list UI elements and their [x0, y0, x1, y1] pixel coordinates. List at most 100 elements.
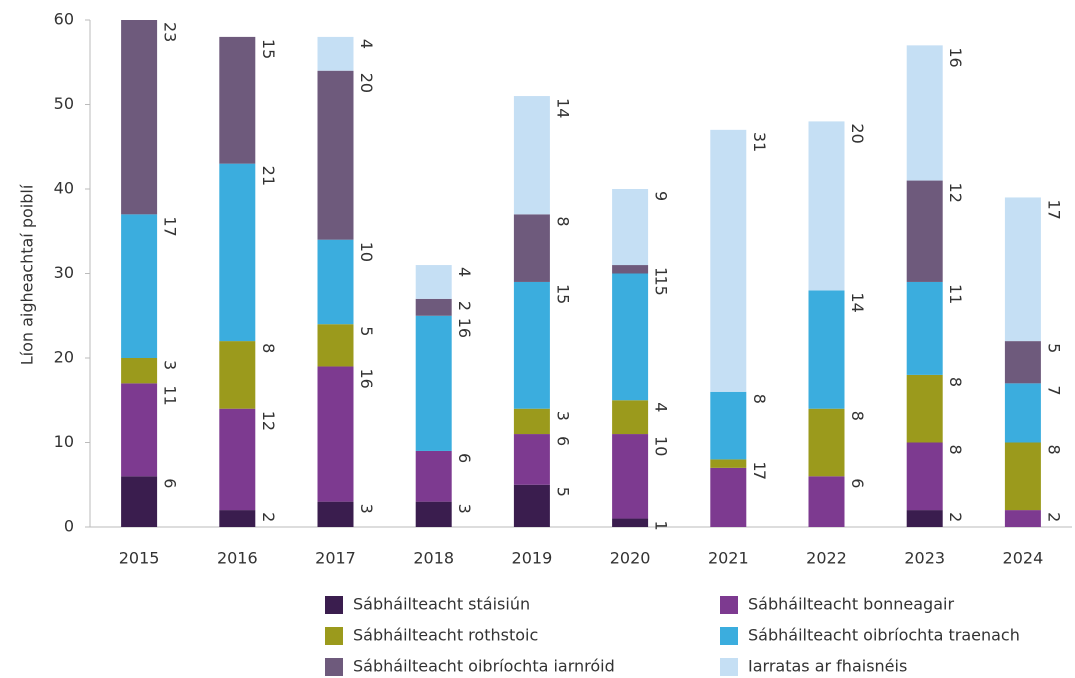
- bar-segment: [317, 70, 354, 240]
- data-label: 11: [946, 284, 965, 304]
- bar-segment: [415, 265, 452, 299]
- data-label: 9: [652, 191, 671, 201]
- bar-segment: [513, 214, 550, 282]
- bar-segment: [808, 290, 845, 409]
- data-label: 6: [553, 436, 572, 446]
- bar-segment: [513, 281, 550, 409]
- bar-segment: [219, 163, 256, 342]
- data-label: 8: [946, 377, 965, 387]
- data-label: 7: [750, 470, 769, 480]
- x-tick-label: 2018: [413, 549, 454, 568]
- data-label: 7: [1044, 385, 1063, 395]
- data-label: 2: [946, 512, 965, 522]
- data-label: 8: [553, 216, 572, 226]
- x-tick-label: 2021: [708, 549, 749, 568]
- bar-segment: [1004, 442, 1041, 511]
- data-label: 12: [946, 183, 965, 203]
- data-label: 4: [455, 267, 474, 277]
- data-label: 21: [259, 166, 278, 186]
- data-label: 8: [1044, 445, 1063, 455]
- bar-segment: [1004, 197, 1041, 342]
- legend-label: Sábháilteacht bonneagair: [748, 595, 954, 614]
- data-label: 23: [161, 22, 180, 42]
- x-tick-label: 2017: [315, 549, 356, 568]
- data-label: 20: [357, 73, 376, 93]
- data-label: 14: [553, 98, 572, 118]
- data-label: 8: [750, 394, 769, 404]
- y-tick-label: 40: [54, 179, 74, 198]
- data-label: 2: [455, 301, 474, 311]
- bar-segment: [513, 434, 550, 485]
- bar-segment: [906, 510, 943, 527]
- bar-segment: [710, 467, 747, 527]
- bar-segment: [906, 442, 943, 511]
- y-tick-label: 30: [54, 263, 74, 282]
- data-label: 2: [1044, 512, 1063, 522]
- bar-segment: [906, 45, 943, 181]
- bar-segment: [1004, 510, 1041, 527]
- bar-segment: [808, 121, 845, 291]
- bar-segment: [513, 96, 550, 215]
- x-tick-label: 2015: [119, 549, 160, 568]
- data-label: 16: [946, 47, 965, 67]
- data-label: 14: [848, 292, 867, 312]
- x-tick-label: 2020: [610, 549, 651, 568]
- bar-segment: [710, 459, 747, 468]
- data-label: 5: [357, 326, 376, 336]
- x-tick-label: 2022: [806, 549, 847, 568]
- x-tick-label: 2016: [217, 549, 258, 568]
- data-label: 15: [553, 284, 572, 304]
- data-label: 17: [1044, 199, 1063, 219]
- data-label: 2: [259, 512, 278, 522]
- data-label: 6: [161, 478, 180, 488]
- bar-segment: [219, 341, 256, 409]
- bar-segment: [710, 391, 747, 460]
- legend-label: Sábháilteacht oibríochta traenach: [748, 626, 1020, 645]
- bar-segment: [513, 484, 550, 527]
- data-label: 4: [357, 39, 376, 49]
- bar-segment: [612, 400, 649, 435]
- data-label: 15: [259, 39, 278, 59]
- bar-segment: [317, 324, 354, 367]
- data-label: 16: [357, 368, 376, 388]
- bar-segment: [121, 20, 158, 215]
- x-tick-label: 2023: [904, 549, 945, 568]
- data-label: 6: [455, 453, 474, 463]
- bar-segment: [710, 129, 747, 392]
- bar-segment: [906, 180, 943, 282]
- bar-segment: [219, 408, 256, 511]
- bar-segment: [906, 281, 943, 375]
- data-label: 1: [652, 521, 671, 531]
- data-label: 3: [553, 411, 572, 421]
- data-label: 16: [455, 318, 474, 338]
- legend-label: Sábháilteacht oibríochta iarnróid: [353, 657, 615, 676]
- bar-segment: [1004, 383, 1041, 443]
- bar-segment: [317, 239, 354, 325]
- legend-label: Sábháilteacht rothstoic: [353, 626, 538, 645]
- bar-segment: [612, 434, 649, 519]
- bar-segment: [415, 501, 452, 527]
- bar-segment: [906, 374, 943, 443]
- y-tick-label: 10: [54, 432, 74, 451]
- data-label: 3: [455, 504, 474, 514]
- bar-segment: [1004, 341, 1041, 384]
- y-tick-label: 50: [54, 94, 74, 113]
- bar-segment: [121, 476, 158, 527]
- legend-label: Sábháilteacht stáisiún: [353, 595, 530, 614]
- data-label: 5: [553, 487, 572, 497]
- data-label: 5: [1044, 343, 1063, 353]
- bar-segment: [513, 408, 550, 435]
- data-label: 10: [652, 436, 671, 456]
- data-label: 1: [750, 461, 769, 471]
- data-label: 20: [848, 123, 867, 143]
- bar-segment: [121, 358, 158, 384]
- bar-segment: [415, 450, 452, 502]
- y-tick-label: 20: [54, 348, 74, 367]
- bar-segment: [808, 408, 845, 477]
- data-label: 3: [161, 360, 180, 370]
- bar-segment: [121, 383, 158, 477]
- bar-segment: [121, 214, 158, 358]
- bar-segment: [219, 36, 256, 164]
- bar-segment: [415, 298, 452, 316]
